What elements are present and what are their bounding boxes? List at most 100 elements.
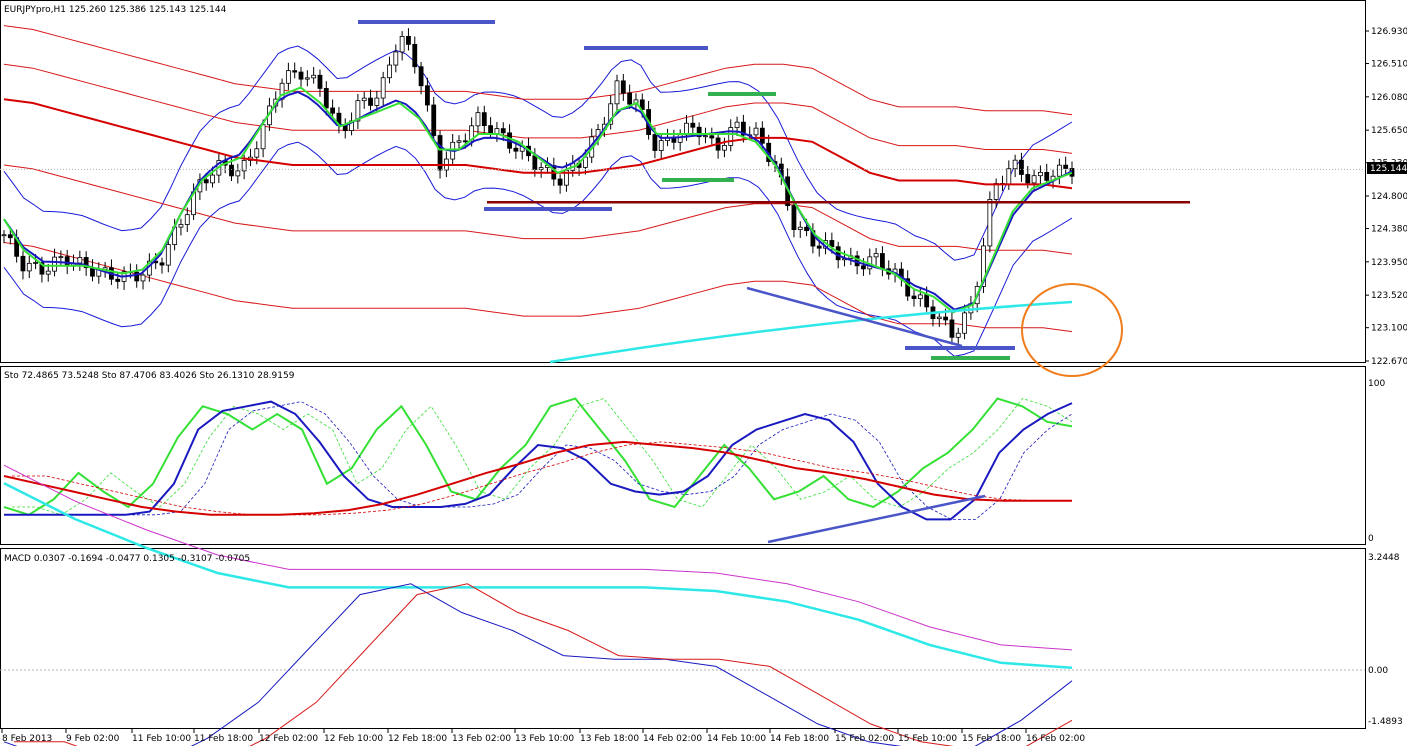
price-title: EURJPYpro,H1 125.260 125.386 125.143 125… <box>4 5 227 15</box>
slow-ma-line <box>3 98 1073 190</box>
bull-candle <box>677 134 683 143</box>
bull-candle <box>475 112 481 127</box>
time-tick-label: 12 Feb 18:00 <box>388 734 447 744</box>
bull-candle <box>722 145 727 151</box>
bull-candle <box>26 262 32 272</box>
bull-candle <box>140 274 146 282</box>
stochastic-lines <box>3 397 1073 544</box>
bull-candle <box>469 125 475 142</box>
bull-candle <box>380 77 386 99</box>
time-tick-label: 11 Feb 18:00 <box>194 734 253 744</box>
bull-candle <box>684 122 689 136</box>
bull-candle <box>608 103 614 125</box>
bear-candle <box>557 178 563 186</box>
bear-candle <box>115 278 121 282</box>
bull-candle <box>936 316 942 320</box>
bull-candle <box>538 167 544 170</box>
time-tick-label: 13 Feb 02:00 <box>452 734 511 744</box>
bear-candle <box>924 294 930 308</box>
time-tick-label: 11 Feb 10:00 <box>132 734 191 744</box>
bear-candle <box>759 127 765 144</box>
bull-candle <box>658 140 664 151</box>
bear-candle <box>488 125 494 135</box>
bull-candle <box>987 199 993 247</box>
stoch-title: Sto 72.4865 73.5248 Sto 87.4706 83.4026 … <box>4 371 295 381</box>
bear-candle <box>949 319 955 338</box>
highlight-circle <box>1021 283 1123 377</box>
stoch-line-1 <box>3 397 1073 516</box>
axes: 126.930126.510126.080125.650125.230124.8… <box>1 27 1407 744</box>
current-price-label: 125.144 <box>1370 164 1407 174</box>
bear-candle <box>431 104 437 136</box>
bull-candle <box>1006 168 1012 185</box>
bull-candle <box>285 70 291 84</box>
bear-candle <box>911 295 917 299</box>
bull-candle <box>1012 159 1018 170</box>
macd-signal-magenta <box>3 464 1073 651</box>
long-ma-line <box>549 300 1073 364</box>
bull-candle <box>254 148 260 158</box>
bull-candle <box>184 214 190 225</box>
bull-candle <box>77 257 83 264</box>
bear-candle <box>39 262 45 275</box>
bear-candle <box>652 134 658 151</box>
stoch-tick-label: 0 <box>1368 534 1374 544</box>
price-tick-label: 125.650 <box>1371 126 1407 136</box>
bear-candle <box>791 205 797 231</box>
time-tick-label: 13 Feb 10:00 <box>515 734 574 744</box>
bear-candle <box>861 265 866 270</box>
bull-candle <box>311 74 317 79</box>
bear-candle <box>804 226 809 232</box>
macd-lines <box>0 464 1365 746</box>
stoch-line-2 <box>4 400 1073 521</box>
bear-candle <box>406 36 411 45</box>
candles <box>1 28 1075 346</box>
macd-tick-label: -1.4893 <box>1368 717 1403 727</box>
stoch-signal-1 <box>12 398 1073 516</box>
bear-candle <box>229 164 234 177</box>
bear-candle <box>317 74 323 89</box>
bull-candle <box>178 224 184 228</box>
bull-candle <box>753 127 759 136</box>
bear-candle <box>418 66 424 87</box>
time-tick-label: 12 Feb 10:00 <box>324 734 383 744</box>
bull-candle <box>399 36 405 53</box>
bull-candle <box>165 244 171 266</box>
bull-candle <box>210 174 215 184</box>
bear-candle <box>816 245 822 249</box>
bear-candle <box>532 155 538 170</box>
stoch-signal-2 <box>12 401 1073 520</box>
bull-candle <box>374 97 380 106</box>
bear-candle <box>437 135 443 171</box>
bear-candle <box>323 88 329 109</box>
bull-candle <box>1031 175 1037 184</box>
bear-candle <box>292 70 298 73</box>
bear-candle <box>298 71 304 80</box>
bear-candle <box>368 97 373 106</box>
bull-candle <box>260 124 266 150</box>
bear-candle <box>880 253 885 270</box>
macd-line-red <box>14 583 1073 746</box>
time-tick-label: 15 Feb 02:00 <box>835 734 894 744</box>
bull-candle <box>387 64 392 79</box>
bear-candle <box>20 255 26 272</box>
overlays <box>0 20 1365 377</box>
bollinger-lower <box>3 141 1073 357</box>
bear-candle <box>203 179 209 184</box>
current-price-tag <box>1367 162 1407 174</box>
price-tick-label: 126.510 <box>1371 60 1407 70</box>
price-tick-label: 124.380 <box>1371 225 1407 235</box>
bull-candle <box>993 183 999 200</box>
bear-candle <box>620 80 626 94</box>
bull-candle <box>235 170 241 177</box>
macd-title: MACD 0.0307 -0.1694 -0.0477 0.1305 -0.31… <box>4 554 250 564</box>
bollinger-upper <box>3 45 1073 261</box>
bull-candle <box>1038 171 1043 177</box>
bull-candle <box>45 270 51 275</box>
price-tick-label: 123.520 <box>1371 291 1407 301</box>
drawn-trendline <box>746 286 963 348</box>
bull-candle <box>58 256 64 259</box>
bull-candle <box>361 97 367 102</box>
bull-candle <box>734 121 740 128</box>
